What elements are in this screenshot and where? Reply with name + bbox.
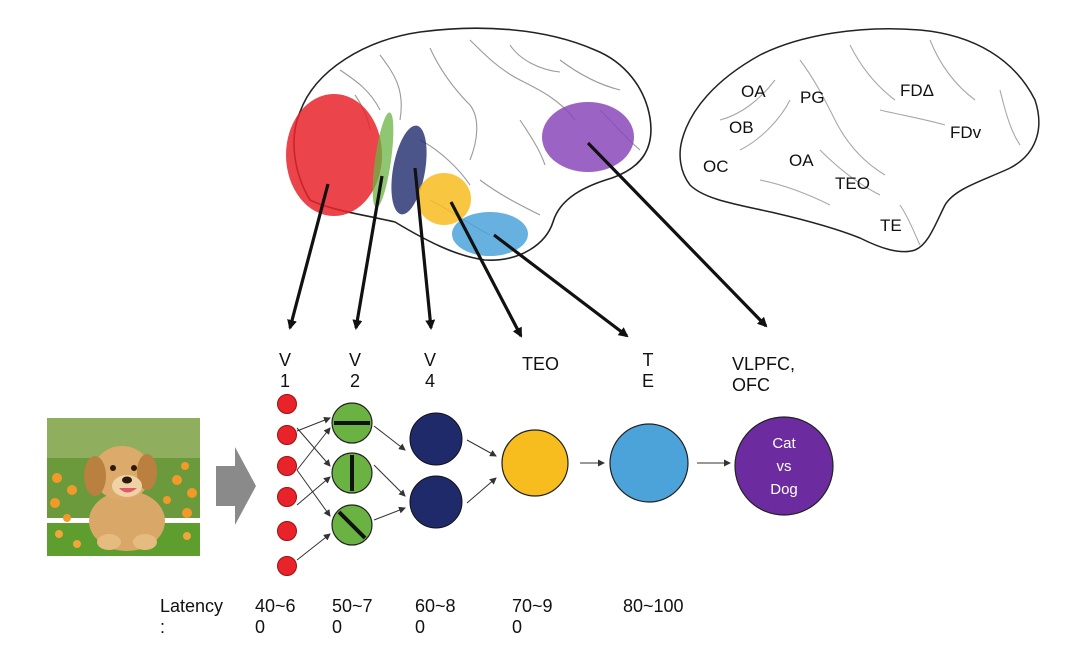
latency-value: 50~7 0 — [332, 596, 373, 637]
atlas-sulci — [719, 39, 1021, 246]
v4-nodes — [409, 412, 463, 529]
stage-label-v2: V 2 — [348, 350, 361, 391]
input-arrow — [216, 447, 256, 525]
brain-atlas-map — [679, 27, 1040, 253]
v1-node — [277, 521, 297, 541]
latency-value: 80~100 — [623, 596, 684, 616]
brain-outline — [293, 27, 652, 261]
input-image-puppy — [47, 418, 200, 556]
atlas-label: PG — [800, 88, 825, 107]
output-node — [734, 416, 834, 516]
atlas-label: TE — [880, 216, 902, 235]
latency-value: 40~6 0 — [255, 596, 296, 637]
atlas-label: OB — [729, 118, 754, 137]
arrow-teo — [449, 201, 523, 338]
stage-label-teo: TEO — [522, 354, 560, 374]
area-teo-blob — [417, 173, 471, 225]
v1-nodes — [277, 394, 297, 576]
atlas-label: OA — [789, 151, 814, 170]
teo-node — [501, 429, 569, 497]
stage-label-te: T E — [641, 350, 654, 391]
latency-label: Latency : — [160, 596, 224, 637]
arrow-pfc — [586, 141, 768, 328]
atlas-label: OA — [741, 82, 766, 101]
area-v2-blob — [372, 112, 394, 208]
atlas-outline — [679, 27, 1040, 253]
te-node — [609, 423, 689, 503]
v1-node — [277, 456, 297, 476]
v1-node — [277, 394, 297, 414]
stage-label-v4: V 4 — [423, 350, 436, 391]
area-te-blob — [452, 212, 528, 256]
v1-node — [277, 556, 297, 576]
arrow-v4 — [413, 167, 436, 330]
atlas-label: FDv — [950, 123, 982, 142]
v1-node — [277, 425, 297, 445]
arrow-v2 — [352, 175, 384, 330]
latency-value: 60~8 0 — [415, 596, 456, 637]
stage-label-v1: V 1 — [278, 350, 291, 391]
latency-value: 70~9 0 — [512, 596, 553, 637]
v2-nodes — [331, 402, 373, 546]
arrow-te — [493, 233, 629, 338]
network-connections — [296, 416, 731, 561]
brain-lateral-view — [286, 27, 652, 261]
atlas-label: TEO — [835, 174, 870, 193]
v4-node — [409, 475, 463, 529]
brain-to-stage-arrows — [287, 141, 768, 338]
stage-label-vlpfc-ofc: VLPFC, OFC — [732, 354, 796, 395]
output-node-label: Cat vs Dog — [770, 435, 798, 498]
v4-node — [409, 412, 463, 466]
puppy-photo-icon — [47, 418, 200, 556]
v1-node — [277, 487, 297, 507]
atlas-label: FDΔ — [900, 81, 935, 100]
area-pfc-blob — [542, 102, 634, 172]
atlas-label: OC — [703, 157, 729, 176]
arrow-v1 — [287, 183, 330, 330]
area-v1-blob — [286, 94, 382, 216]
